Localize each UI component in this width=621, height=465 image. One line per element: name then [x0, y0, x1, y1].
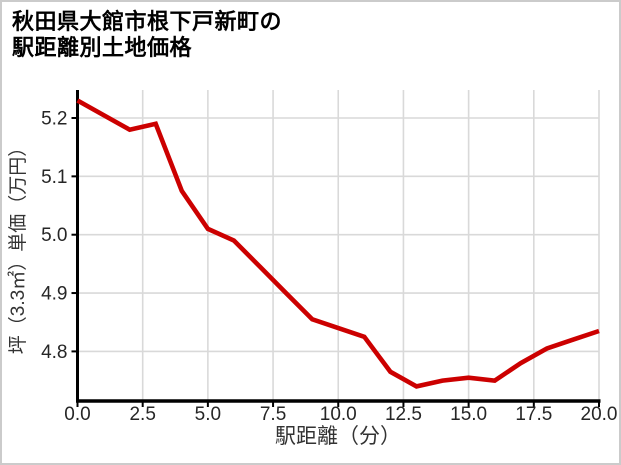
y-tick-label: 4.8	[41, 342, 67, 363]
x-tick-label: 10.0	[320, 404, 357, 425]
chart-title-line1: 秋田県大館市根下戸新町の	[12, 9, 283, 34]
x-tick-label: 17.5	[515, 404, 552, 425]
x-tick-label: 20.0	[581, 404, 618, 425]
price-line	[76, 98, 600, 389]
y-tick-label: 4.9	[41, 284, 67, 305]
y-tick-label: 5.2	[41, 109, 67, 130]
y-tick-labels: 5.2 5.1 5.0 4.9 4.8	[41, 109, 67, 363]
y-tick-label: 5.0	[41, 225, 67, 246]
x-tick-label: 12.5	[385, 404, 422, 425]
chart-title: 秋田県大館市根下戸新町の 駅距離別土地価格	[12, 9, 282, 61]
y-tick-label: 5.1	[41, 167, 67, 188]
x-tick-label: 15.0	[450, 404, 487, 425]
x-tick-label: 7.5	[260, 404, 286, 425]
price-polyline	[76, 98, 600, 389]
x-tick-label: 2.5	[129, 404, 155, 425]
gridlines	[77, 90, 600, 401]
x-tick-labels: 0.0 2.5 5.0 7.5 10.0 12.5 15.0 17.5 20.0	[64, 404, 617, 425]
tick-marks	[71, 117, 600, 407]
x-axis-title: 駅距離（分）	[275, 425, 401, 448]
x-tick-label: 5.0	[195, 404, 221, 425]
chart-title-line2: 駅距離別土地価格	[12, 35, 193, 60]
y-axis-title: 坪（3.3㎡）単価（万円）	[6, 138, 29, 354]
x-tick-label: 0.0	[64, 404, 90, 425]
